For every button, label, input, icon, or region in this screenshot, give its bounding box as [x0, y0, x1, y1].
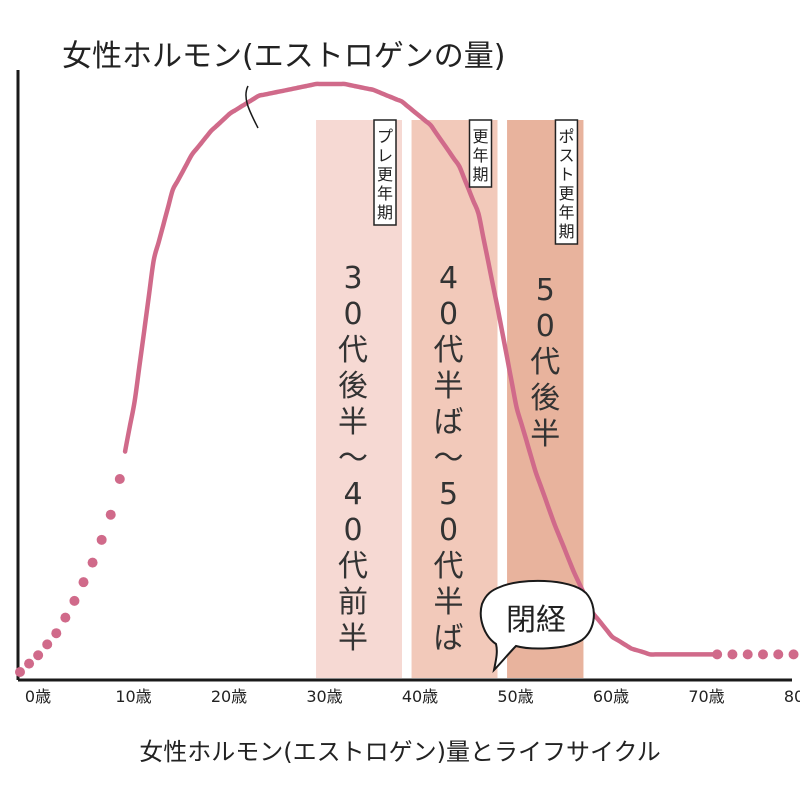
x-tick-label-0: 0歳 [25, 687, 51, 706]
age-range-3: 5 0 代後半 [530, 273, 560, 452]
curve-dot [87, 557, 98, 568]
curve-dot [773, 649, 784, 660]
chart-caption: 女性ホルモン(エストロゲン)量とライフサイクル [139, 738, 661, 766]
curve-dot [69, 595, 80, 606]
curve-dot [24, 658, 35, 669]
x-tick-label-80: 80歳 [784, 687, 800, 706]
age-range-1: 3 0 代後半～ 4 0 代前半 [338, 261, 368, 656]
stage-label-1: プレ更年期 [377, 127, 393, 222]
stage-label-box-1 [373, 119, 397, 226]
chart-title: 女性ホルモン(エストロゲンの量) [62, 39, 505, 74]
estrogen-curve [122, 81, 720, 657]
x-tick-label-70: 70歳 [688, 687, 724, 706]
stage-label-3: ポスト更年期 [558, 127, 574, 241]
curve-dot [60, 612, 71, 623]
curve-dot [788, 649, 799, 660]
curve-dot [712, 649, 723, 660]
age-range-2: 4 0 代半ば～ 5 0 代半ば [434, 261, 464, 656]
curve-dot [42, 639, 53, 650]
curve-dot [727, 649, 738, 660]
curve-dot [51, 628, 62, 639]
curve-dot [105, 509, 116, 520]
curve-dot [15, 667, 25, 677]
curve-dot [114, 473, 125, 484]
curve-dot [757, 649, 768, 660]
stage-label-box-2 [468, 119, 493, 188]
curve-dot [33, 650, 44, 661]
menopause-callout-bubble [479, 579, 595, 674]
menopause-label: 閉経 [506, 603, 566, 638]
x-tick-label-30: 30歳 [306, 687, 342, 706]
stage-label-box-3 [554, 119, 579, 245]
x-tick-label-20: 20歳 [211, 687, 247, 706]
curve-dot [78, 577, 89, 588]
band-2 [411, 120, 498, 678]
x-tick-label-60: 60歳 [593, 687, 629, 706]
curve-dot [96, 534, 107, 545]
curve-dot [742, 649, 753, 660]
x-tick-label-50: 50歳 [497, 687, 533, 706]
x-tick-label-10: 10歳 [115, 687, 151, 706]
stage-label-2: 更年期 [472, 127, 488, 184]
menopause-callout: 閉経 [479, 579, 595, 674]
title-leader-line [245, 85, 259, 129]
x-tick-label-40: 40歳 [402, 687, 438, 706]
